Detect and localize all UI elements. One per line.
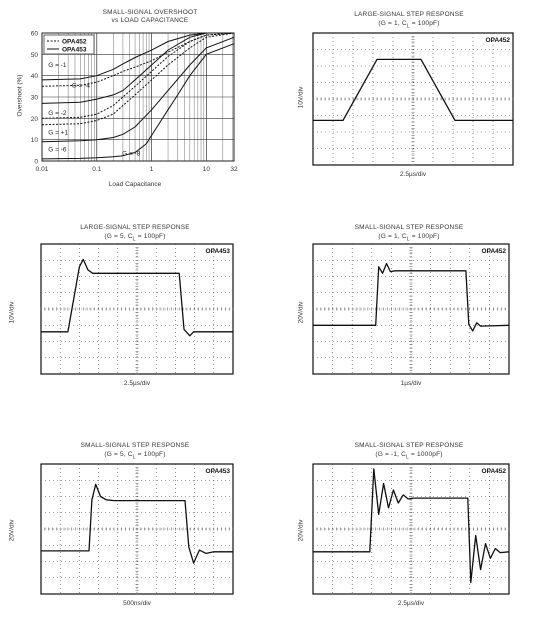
series-line (41, 36, 235, 143)
ls2-chart: OPA453 (40, 243, 234, 375)
x-tick-label: 1 (150, 166, 154, 173)
x-tick-label: 10 (203, 166, 211, 173)
ss3-title: SMALL-SIGNAL STEP RESPONSE (354, 442, 464, 449)
ls1-chart: OPA452 (312, 32, 514, 166)
gain-annotation: G = +1 (48, 129, 68, 136)
ls1-xlabel: 2.5µs/div (399, 171, 427, 178)
gain-annotation: G = -1 (48, 62, 67, 69)
y-tick-label: 30 (31, 95, 39, 102)
series-line (41, 32, 234, 81)
ss1-xlabel: 1µs/div (400, 380, 422, 387)
overshoot-title: SMALL-SIGNAL OVERSHOOT (102, 9, 198, 16)
y-tick-label: 20 (31, 116, 39, 123)
gain-annotation: G = -6 (48, 146, 67, 153)
y-tick-label: 10 (31, 137, 39, 144)
y-tick-label: 40 (31, 73, 39, 80)
ss3-ylabel: 20V/div (297, 519, 305, 542)
scope-panel-ss2: SMALL-SIGNAL STEP RESPONSE (G = 5, CL = … (0, 433, 270, 620)
ss2-chart: OPA453 (40, 463, 234, 595)
device-label: OPA452 (486, 37, 511, 44)
ls1-title: LARGE-SIGNAL STEP RESPONSE (354, 11, 464, 18)
ss3-chart: OPA452 (312, 463, 510, 595)
legend-label: OPA452 (62, 39, 87, 46)
device-label: OPA452 (482, 468, 507, 475)
legend-label: OPA453 (62, 47, 87, 54)
ss1-chart: OPA452 (312, 243, 510, 375)
series-line (41, 43, 235, 160)
gain-annotation: G = -4 (72, 82, 91, 89)
ss1-subtitle: (G = 1, CL = 100pF) (378, 233, 440, 243)
ls2-subtitle: (G = 5, CL = 100pF) (104, 233, 166, 243)
ss2-subtitle: (G = 5, CL = 100pF) (104, 451, 166, 461)
scope-panel-ls1: LARGE-SIGNAL STEP RESPONSE (G = 1, CL = … (273, 0, 545, 200)
device-label: OPA453 (206, 248, 231, 255)
waveform-trace (313, 58, 513, 122)
scope-panel-ss3: SMALL-SIGNAL STEP RESPONSE (G = -1, CL =… (273, 433, 545, 620)
waveform-trace (41, 258, 233, 337)
device-label: OPA453 (206, 468, 231, 475)
ls2-ylabel: 10V/div (8, 301, 16, 324)
ss3-xlabel: 2.5µs/div (397, 600, 425, 607)
ss2-ylabel: 20V/div (8, 519, 16, 542)
ss2-xlabel: 500ns/div (123, 600, 151, 607)
x-tick-label: 0.01 (36, 166, 49, 173)
ls1-subtitle: (G = 1, CL = 100pF) (378, 20, 440, 30)
waveform-trace (41, 483, 233, 564)
x-tick-label: 0.1 (92, 166, 101, 173)
ss1-ylabel: 20V/div (297, 301, 305, 324)
ls1-ylabel: 10V/div (297, 86, 305, 109)
series-line (41, 32, 234, 104)
scope-panel-ls2: LARGE-SIGNAL STEP RESPONSE (G = 5, CL = … (0, 215, 270, 415)
ls2-title: LARGE-SIGNAL STEP RESPONSE (80, 224, 190, 231)
ss3-subtitle: (G = -1, CL = 1000pF) (375, 451, 443, 461)
y-tick-label: 50 (31, 52, 39, 59)
waveform-trace (313, 262, 510, 332)
x-tick-label: 32 (230, 166, 238, 173)
series-line (41, 32, 235, 126)
y-tick-label: 60 (31, 31, 39, 38)
ss2-title: SMALL-SIGNAL STEP RESPONSE (80, 442, 190, 449)
device-label: OPA452 (482, 248, 507, 255)
waveform-trace (313, 468, 510, 584)
ss1-title: SMALL-SIGNAL STEP RESPONSE (354, 224, 464, 231)
overshoot-xlabel: Load Capacitance (108, 181, 162, 188)
gain-annotation: G = -2 (48, 110, 67, 117)
overshoot-subtitle: vs LOAD CAPACITANCE (111, 17, 189, 24)
ls2-xlabel: 2.5µs/div (123, 380, 151, 387)
series-line (41, 32, 235, 119)
y-tick-label: 0 (34, 159, 38, 166)
gain-annotation: G = -8 (122, 151, 141, 158)
overshoot-panel: SMALL-SIGNAL OVERSHOOT vs LOAD CAPACITAN… (0, 0, 270, 200)
scope-panel-ss1: SMALL-SIGNAL STEP RESPONSE (G = 1, CL = … (273, 215, 545, 415)
